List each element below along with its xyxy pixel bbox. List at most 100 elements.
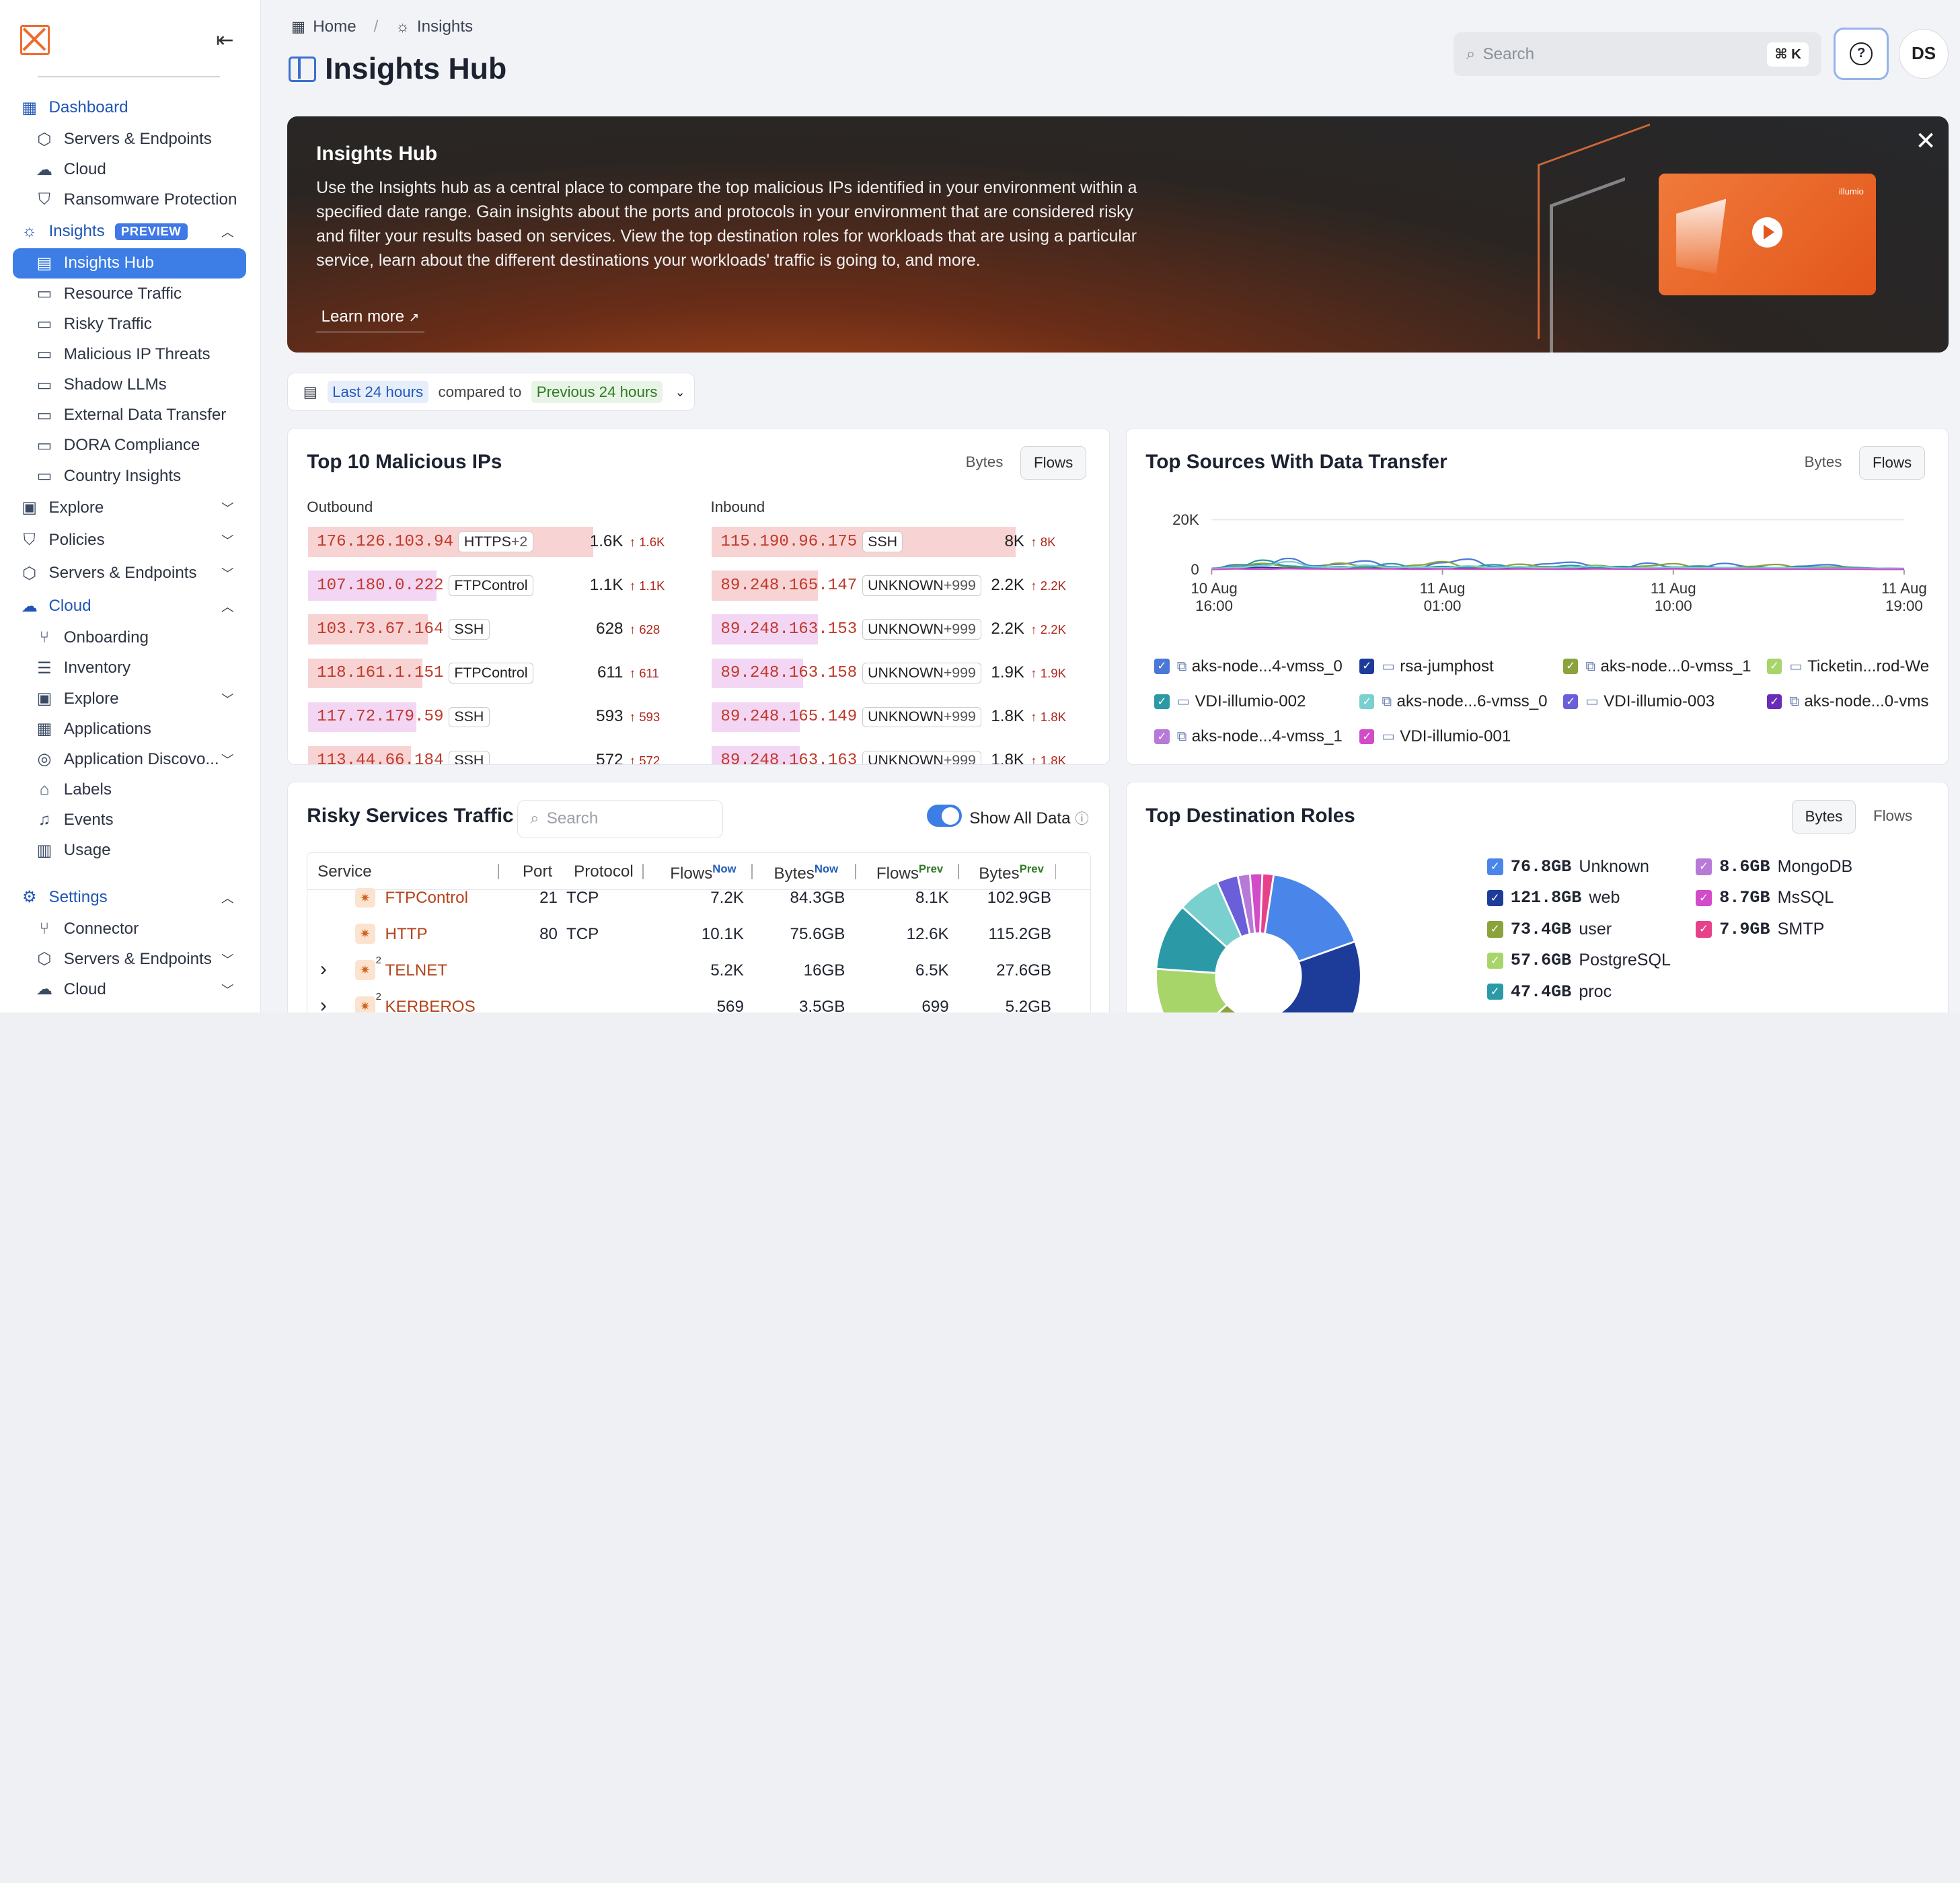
table-row[interactable]: ✷ FTPControl 21 TCP 7.2K 84.3GB 8.1K 102.9GB xyxy=(307,880,1090,916)
checkbox[interactable]: ✓ xyxy=(1695,921,1712,938)
table-row[interactable]: › ✷ 2 TELNET 5.2K 16GB 6.5K 27.6GB xyxy=(307,951,1090,989)
donut-slice[interactable] xyxy=(1267,940,1362,1013)
column-resize-handle[interactable] xyxy=(497,864,499,879)
service-tag[interactable]: UNKNOWN+999 xyxy=(862,575,982,597)
chevron-down-icon[interactable]: ﹀ xyxy=(221,753,234,768)
service-tag[interactable]: UNKNOWN+999 xyxy=(862,663,982,684)
malicious-ip-row[interactable]: 118.161.1.151 FTPControl xyxy=(308,658,533,689)
help-button[interactable]: ? xyxy=(1834,27,1889,80)
sidebar-item-explore[interactable]: ▣ Explore ﹀ xyxy=(0,684,261,714)
donut-slice[interactable] xyxy=(1154,967,1228,1013)
sidebar-item-ransomware-protection[interactable]: ⛉ Ransomware Protection xyxy=(0,185,261,215)
series-line[interactable] xyxy=(1211,567,1905,570)
service-name[interactable]: TELNET xyxy=(385,961,448,980)
series-line[interactable] xyxy=(1211,560,1905,570)
sidebar-item-connector[interactable]: ⑂ Connector xyxy=(0,914,261,944)
malicious-ip-row[interactable]: 176.126.103.94 HTTPS+2 xyxy=(308,527,593,557)
malicious-ip-row[interactable]: 107.180.0.222 FTPControl xyxy=(308,570,533,601)
sidebar-item-servers-endpoints[interactable]: ⬡ Servers & Endpoints ﹀ xyxy=(0,944,261,974)
legend-item[interactable]: ✓ ⧉ aks-node...0-vms xyxy=(1766,692,1929,711)
column-header[interactable]: FlowsNow xyxy=(670,862,736,883)
legend-item[interactable]: ✓ 7.9GB SMTP xyxy=(1695,920,1824,939)
sidebar-item-settings[interactable]: ⚙ Settings ︿ xyxy=(0,881,261,914)
play-icon[interactable] xyxy=(1752,217,1783,248)
column-resize-handle[interactable] xyxy=(957,864,959,879)
malicious-ip-row[interactable]: 89.248.165.149 UNKNOWN+999 xyxy=(712,702,982,733)
sidebar-item-insights[interactable]: ☼ Insights PREVIEW ︿ xyxy=(0,215,261,248)
sidebar-item-application-discovo-[interactable]: ◎ Application Discovo... ﹀ xyxy=(0,744,261,774)
sidebar-item-dora-compliance[interactable]: ▭ DORA Compliance xyxy=(0,431,261,461)
sidebar-item-risky-traffic[interactable]: ▭ Risky Traffic xyxy=(0,309,261,339)
checkbox[interactable]: ✓ xyxy=(1154,729,1170,744)
chevron-up-icon[interactable]: ︿ xyxy=(221,891,234,906)
service-tag[interactable]: UNKNOWN+999 xyxy=(862,706,982,728)
malicious-ip-row[interactable]: 115.190.96.175 SSH xyxy=(712,527,1016,557)
table-row[interactable]: › ✷ 2 KERBEROS 569 3.5GB 699 5.2GB xyxy=(307,988,1090,1013)
legend-item[interactable]: ✓ 8.7GB MsSQL xyxy=(1695,888,1834,908)
malicious-ip-row[interactable]: 103.73.67.164 SSH xyxy=(308,614,490,645)
malicious-ip-row[interactable]: 89.248.163.153 UNKNOWN+999 xyxy=(712,614,982,645)
column-resize-handle[interactable] xyxy=(642,864,644,879)
legend-item[interactable]: ✓ ⧉ aks-node...4-vmss_1 xyxy=(1154,727,1343,746)
checkbox[interactable]: ✓ xyxy=(1154,694,1170,709)
column-header[interactable]: BytesPrev xyxy=(979,862,1044,883)
service-tag[interactable]: SSH xyxy=(448,706,490,728)
service-name[interactable]: KERBEROS xyxy=(385,998,476,1013)
sidebar-item-cloud[interactable]: ☁ Cloud xyxy=(0,155,261,185)
sidebar-item-cloud[interactable]: ☁ Cloud ︿ xyxy=(0,590,261,623)
close-icon[interactable]: ✕ xyxy=(1915,126,1936,155)
column-resize-handle[interactable] xyxy=(1055,864,1057,879)
checkbox[interactable]: ✓ xyxy=(1359,659,1375,674)
service-tag[interactable]: HTTPS+2 xyxy=(458,531,533,553)
sidebar-item-dashboard[interactable]: ▦ Dashboard xyxy=(0,91,261,124)
checkbox[interactable]: ✓ xyxy=(1695,858,1712,875)
date-range-picker[interactable]: ▤ Last 24 hours compared to Previous 24 … xyxy=(287,372,695,412)
sidebar-item-malicious-ip-threats[interactable]: ▭ Malicious IP Threats xyxy=(0,339,261,369)
legend-item[interactable]: ✓ 76.8GB Unknown xyxy=(1486,857,1649,877)
legend-item[interactable]: ✓ 8.6GB MongoDB xyxy=(1695,857,1852,877)
legend-item[interactable]: ✓ ▭ VDI-illumio-003 xyxy=(1562,692,1714,711)
malicious-ip-row[interactable]: 117.72.179.59 SSH xyxy=(308,702,490,733)
legend-item[interactable]: ✓ ⧉ aks-node...6-vmss_0 xyxy=(1359,692,1548,711)
legend-item[interactable]: ✓ ⧉ aks-node...0-vmss_1 xyxy=(1562,657,1751,676)
sidebar-item-servers-endpoints[interactable]: ⬡ Servers & Endpoints xyxy=(0,124,261,155)
chevron-down-icon[interactable]: ﹀ xyxy=(221,692,234,707)
service-tag[interactable]: FTPControl xyxy=(448,663,533,684)
service-tag[interactable]: SSH xyxy=(448,750,490,765)
legend-item[interactable]: ✓ ▭ rsa-jumphost xyxy=(1359,657,1494,676)
checkbox[interactable]: ✓ xyxy=(1766,659,1782,674)
chevron-down-icon[interactable]: ﹀ xyxy=(221,501,234,516)
chevron-down-icon[interactable]: ﹀ xyxy=(221,533,234,548)
sidebar-item-resource-traffic[interactable]: ▭ Resource Traffic xyxy=(0,279,261,309)
malicious-ip-row[interactable]: 89.248.165.147 UNKNOWN+999 xyxy=(712,570,982,601)
sidebar-item-servers-endpoints[interactable]: ⬡ Servers & Endpoints ﹀ xyxy=(0,557,261,590)
checkbox[interactable]: ✓ xyxy=(1486,984,1503,1000)
legend-item[interactable]: ✓ 57.6GB PostgreSQL xyxy=(1486,951,1671,970)
service-name[interactable]: HTTP xyxy=(385,925,428,944)
info-icon[interactable]: ⓘ xyxy=(1075,811,1089,827)
sidebar-item-insights-hub[interactable]: ▤ Insights Hub xyxy=(12,248,247,279)
checkbox[interactable]: ✓ xyxy=(1486,858,1503,875)
show-all-toggle[interactable] xyxy=(927,804,963,827)
checkbox[interactable]: ✓ xyxy=(1486,952,1503,969)
checkbox[interactable]: ✓ xyxy=(1695,889,1712,907)
column-header[interactable]: Protocol xyxy=(574,862,634,881)
bytes-toggle[interactable]: Bytes xyxy=(1804,453,1842,470)
column-header[interactable]: BytesNow xyxy=(774,862,838,883)
checkbox[interactable]: ✓ xyxy=(1562,659,1579,674)
service-tag[interactable]: UNKNOWN+999 xyxy=(862,750,982,765)
legend-item[interactable]: ✓ 73.4GB user xyxy=(1486,920,1612,939)
legend-item[interactable]: ✓ ⧉ aks-node...4-vmss_0 xyxy=(1154,657,1343,676)
column-header[interactable]: Port xyxy=(523,862,552,881)
checkbox[interactable]: ✓ xyxy=(1486,921,1503,938)
expand-chevron-icon[interactable]: › xyxy=(319,957,327,980)
flows-toggle[interactable]: Flows xyxy=(1873,807,1913,824)
table-row[interactable]: ✷ HTTP 80 TCP 10.1K 75.6GB 12.6K 115.2GB xyxy=(307,916,1090,953)
column-resize-handle[interactable] xyxy=(751,864,753,879)
chevron-down-icon[interactable]: ﹀ xyxy=(221,983,234,998)
checkbox[interactable]: ✓ xyxy=(1766,694,1782,709)
sidebar-item-country-insights[interactable]: ▭ Country Insights xyxy=(0,461,261,491)
malicious-ip-row[interactable]: 113.44.66.184 SSH xyxy=(308,745,490,765)
chevron-up-icon[interactable]: ︿ xyxy=(221,599,234,614)
breadcrumb-home[interactable]: Home xyxy=(313,17,356,36)
